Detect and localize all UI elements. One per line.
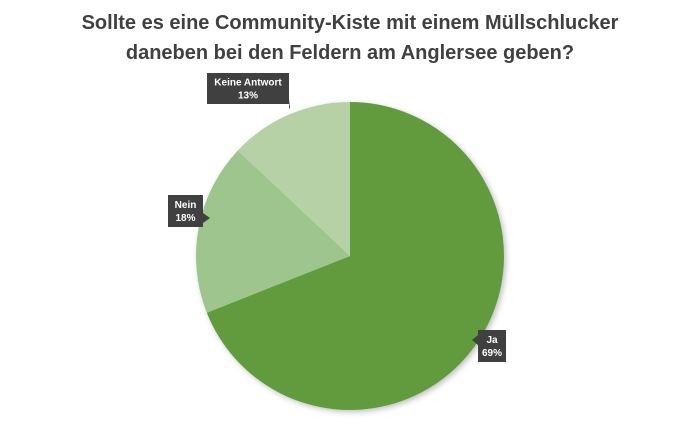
slice-label: Nein <box>175 200 197 211</box>
title-line-1: Sollte es eine Community-Kiste mit einem… <box>81 12 619 34</box>
pie-slice-nein <box>196 150 350 313</box>
label-pointer <box>289 99 290 109</box>
slice-value: 13% <box>238 91 258 102</box>
data-label: Ja 69% <box>472 330 506 362</box>
slice-value: 18% <box>175 213 195 224</box>
label-box <box>478 330 506 362</box>
data-label: Nein 18% <box>168 195 210 227</box>
pie-slice-keine-antwort <box>237 102 350 256</box>
label-pointer <box>203 213 210 223</box>
data-label: Keine Antwort 13% <box>207 73 290 109</box>
slice-label: Keine Antwort <box>214 78 282 89</box>
title-line-2: daneben bei den Feldern am Anglersee geb… <box>125 42 575 64</box>
label-box <box>207 73 289 104</box>
label-pointer <box>472 335 478 345</box>
slice-label: Ja <box>486 335 498 346</box>
slice-value: 69% <box>482 348 502 359</box>
chart-title: Sollte es eine Community-Kiste mit einem… <box>0 8 700 68</box>
pie-slice-ja <box>206 102 505 410</box>
label-box <box>168 195 203 227</box>
